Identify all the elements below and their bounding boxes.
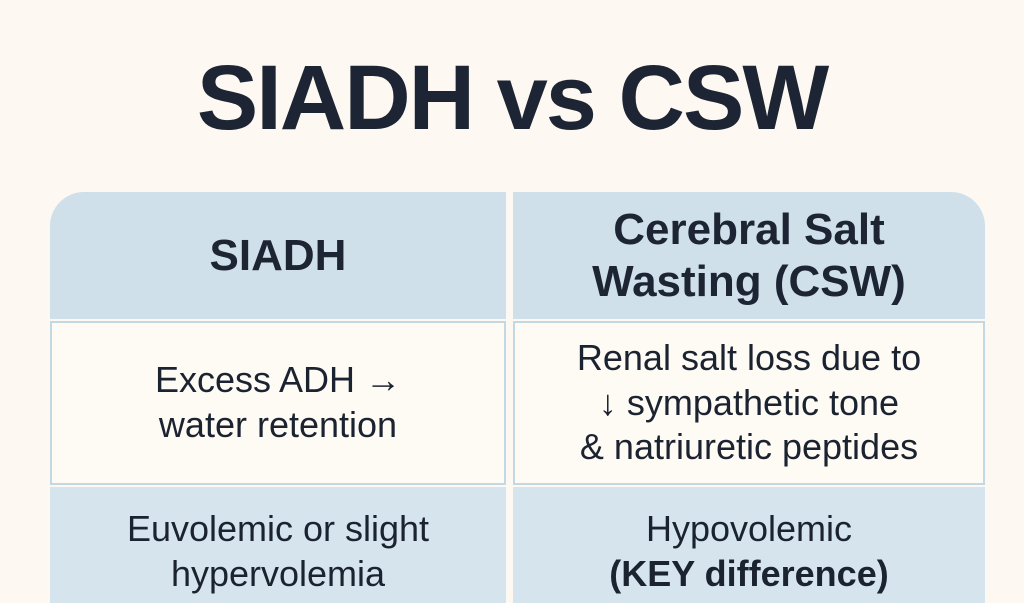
header-cell-siadh: SIADH bbox=[50, 192, 506, 319]
cell-line: Excess ADH → bbox=[154, 359, 402, 401]
cell-line: water retention bbox=[158, 404, 398, 445]
page-title: SIADH vs CSW bbox=[196, 47, 829, 149]
header-line: SIADH bbox=[209, 230, 347, 280]
cell-line: Renal salt loss due to bbox=[576, 337, 922, 379]
cell-line: hypervolemia bbox=[170, 553, 386, 594]
cell-line: ↓ sympathetic tone bbox=[598, 381, 900, 423]
comparison-table: SIADH Cerebral Salt Wasting (CSW) Excess… bbox=[50, 192, 985, 603]
cell-csw-volume-status: Hypovolemic (KEY difference) bbox=[513, 487, 985, 603]
header-line: Wasting (CSW) bbox=[592, 256, 906, 306]
header-cell-csw: Cerebral Salt Wasting (CSW) bbox=[513, 192, 985, 319]
header-line: Cerebral Salt bbox=[613, 204, 885, 254]
cell-siadh-mechanism: Excess ADH → water retention bbox=[50, 321, 506, 485]
cell-line: & natriuretic peptides bbox=[579, 426, 919, 468]
cell-csw-mechanism: Renal salt loss due to ↓ sympathetic ton… bbox=[513, 321, 985, 485]
cell-line: Hypovolemic bbox=[645, 508, 853, 550]
cell-siadh-volume-status: Euvolemic or slight hypervolemia bbox=[50, 487, 506, 603]
cell-line: Euvolemic or slight bbox=[126, 508, 430, 550]
cell-line-key-difference: (KEY difference) bbox=[609, 553, 889, 594]
